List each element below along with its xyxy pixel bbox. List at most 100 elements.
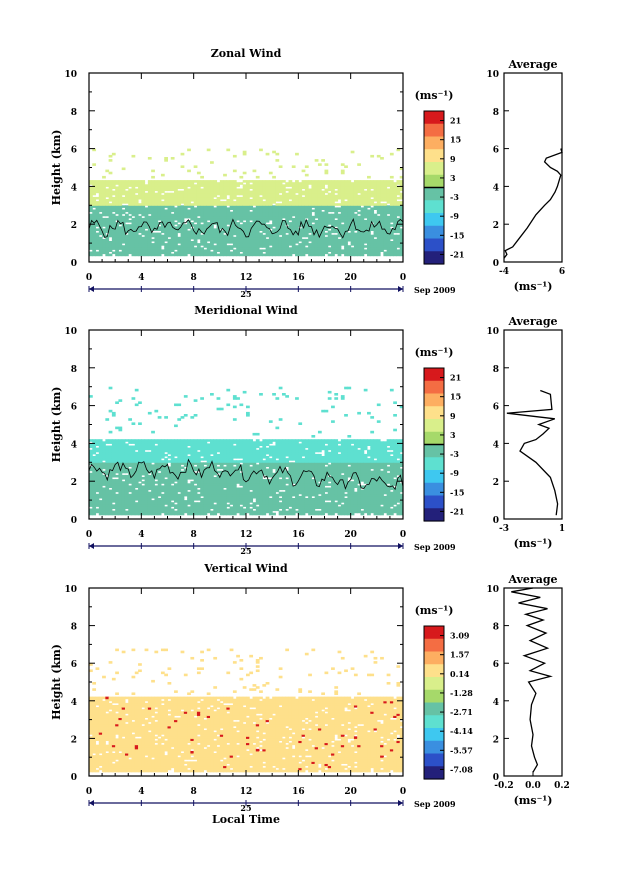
vertical-xtick-label: 4 (138, 787, 144, 797)
meridional-colorbar-label: 15 (450, 392, 461, 402)
zonal-profile-ytick-label: 6 (493, 146, 499, 156)
meridional-ytick-label: 2 (71, 478, 77, 488)
zonal-contour-line (88, 217, 404, 239)
vertical-profile-ytick-label: 2 (493, 735, 499, 745)
vertical-colorbar-label: 0.14 (450, 669, 470, 679)
vertical-colorbar-unit: (ms⁻¹) (415, 604, 454, 617)
vertical-colorbar-swatch (424, 734, 444, 742)
zonal-date-arrow-left (89, 286, 94, 292)
vertical-colorbar-label: 1.57 (450, 650, 469, 660)
meridional-colorbar-swatch (424, 380, 444, 388)
vertical-colorbar-swatch (424, 645, 444, 653)
meridional-xtick-label: 4 (138, 530, 144, 540)
meridional-profile-ytick-label: 10 (486, 327, 499, 337)
meridional-title: Meridional Wind (194, 304, 298, 317)
meridional-colorbar-swatch (424, 368, 444, 375)
vertical-colorbar-swatch (424, 715, 444, 723)
zonal-heatmap-field (89, 148, 404, 257)
vertical-colorbar-label: -1.28 (450, 688, 473, 698)
zonal-colorbar-swatch (424, 225, 444, 233)
vertical-colorbar-swatch (424, 740, 444, 748)
zonal-colorbar-unit: (ms⁻¹) (415, 89, 454, 102)
vertical-xtick-label: 0 (400, 787, 406, 797)
zonal-ytick-label: 2 (71, 221, 77, 231)
meridional-xtick-label: 0 (86, 530, 92, 540)
zonal-colorbar-label: -9 (450, 211, 459, 221)
zonal-ytick-label: 8 (71, 108, 77, 118)
zonal-xtick-label: 16 (292, 273, 305, 283)
meridional-colorbar-swatch (424, 399, 444, 407)
zonal-date-arrow-right (398, 286, 403, 292)
meridional-colorbar-swatch (424, 508, 444, 516)
vertical-colorbar-swatch (424, 632, 444, 640)
zonal-profile-line (503, 148, 563, 259)
vertical-xtick-label: 12 (240, 787, 253, 797)
meridional-ytick-label: 6 (71, 403, 77, 413)
meridional-colorbar-swatch (424, 476, 444, 484)
vertical-colorbar-frame (423, 625, 445, 780)
vertical-colorbar-swatch (424, 702, 444, 710)
vertical-colorbar-label: 3.09 (450, 631, 470, 641)
vertical-profile-line (511, 587, 553, 773)
vertical-date-label: Sep 2009 (414, 799, 456, 809)
zonal-ytick-label: 6 (71, 146, 77, 156)
zonal-profile-ytick-label: 10 (486, 70, 499, 80)
meridional-date-label: Sep 2009 (414, 542, 456, 552)
zonal-colorbar-swatch (424, 193, 444, 201)
zonal-colorbar-swatch (424, 187, 444, 195)
zonal-xtick-label: 8 (191, 273, 197, 283)
zonal-date-day: 25 (240, 289, 251, 299)
meridional-heatmap-field (89, 386, 404, 516)
vertical-ytick-label: 6 (71, 660, 77, 670)
zonal-colorbar-swatch (424, 181, 444, 189)
vertical-colorbar-swatch (424, 677, 444, 684)
vertical-colorbar-swatch (424, 721, 444, 729)
vertical-colorbar-swatch (424, 657, 444, 665)
zonal-xtick-label: 20 (344, 273, 357, 283)
vertical-profile-xtick-label: -0.2 (494, 781, 513, 791)
meridional-date-arrow-left (89, 543, 94, 549)
zonal-colorbar-swatch (424, 142, 444, 150)
meridional-ytick-label: 10 (64, 327, 77, 337)
vertical-xtick-label: 8 (191, 787, 197, 797)
zonal-ytick-label: 0 (71, 259, 77, 269)
vertical-profile-ytick-label: 6 (493, 660, 499, 670)
meridional-colorbar-swatch (424, 457, 444, 465)
zonal-colorbar-swatch (424, 162, 444, 169)
zonal-colorbar-swatch (424, 206, 444, 214)
meridional-xtick-label: 12 (240, 530, 253, 540)
vertical-colorbar-label: -7.08 (450, 764, 473, 774)
meridional-contour-line (88, 458, 404, 491)
zonal-colorbar-swatch (424, 213, 444, 220)
zonal-date-label: Sep 2009 (414, 285, 456, 295)
meridional-colorbar-swatch (424, 412, 444, 420)
vertical-ytick-label: 4 (71, 698, 77, 708)
zonal-profile-title: Average (507, 58, 557, 71)
vertical-colorbar-label: -4.14 (450, 726, 473, 736)
vertical-heatmap-field (89, 648, 404, 773)
vertical-xtick-label: 16 (292, 787, 305, 797)
zonal-colorbar-swatch (424, 136, 444, 144)
vertical-profile-ytick-label: 4 (493, 698, 499, 708)
zonal-profile-xtick-label: 6 (559, 267, 565, 277)
zonal-ylabel: Height (km) (50, 130, 63, 206)
meridional-colorbar-label: -21 (450, 506, 464, 516)
meridional-ylabel: Height (km) (50, 387, 63, 463)
meridional-date-arrow-right (398, 543, 403, 549)
meridional-profile-xtick-label: -3 (499, 524, 509, 534)
vertical-ylabel: Height (km) (50, 644, 63, 720)
vertical-xtick-label: 0 (86, 787, 92, 797)
vertical-ytick-label: 10 (64, 585, 77, 595)
zonal-xtick-label: 0 (400, 273, 406, 283)
vertical-colorbar-label: -2.71 (450, 707, 473, 717)
zonal-colorbar-swatch (424, 130, 444, 138)
vertical-colorbar-swatch (424, 696, 444, 704)
zonal-colorbar-swatch (424, 111, 444, 118)
vertical-date-arrow-left (89, 800, 94, 806)
zonal-profile-xtick-label: -4 (499, 267, 509, 277)
zonal-ytick-label: 4 (71, 183, 77, 193)
meridional-colorbar-label: -3 (450, 449, 459, 459)
meridional-profile-ytick-label: 4 (493, 440, 499, 450)
meridional-colorbar-swatch (424, 470, 444, 477)
